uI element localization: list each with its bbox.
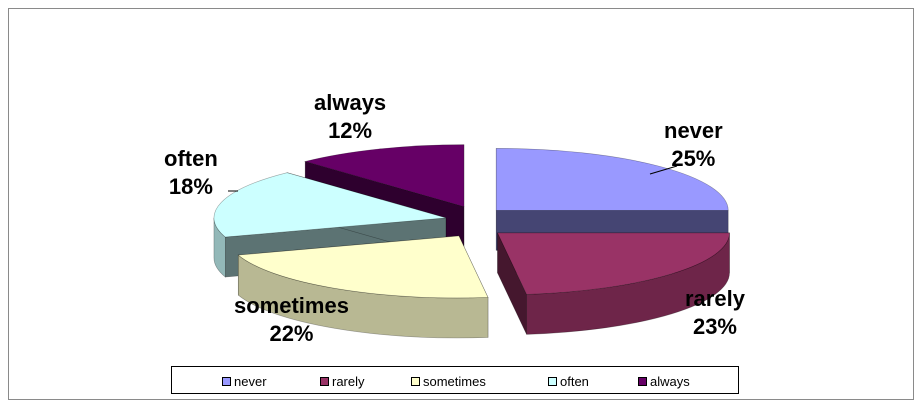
label-sometimes-name: sometimes [234,293,349,318]
legend-swatch-always [638,377,647,386]
legend-swatch-often [548,377,557,386]
leader-line-never [649,165,678,175]
legend-label-always: always [650,374,690,389]
label-often-value: 18% [168,174,213,199]
pie-slice-sometimes [237,235,489,339]
label-rarely-name: rarely [685,286,745,311]
pie-chart [213,144,730,339]
pie-slice-often-edge-0 [213,217,226,278]
legend-label-rarely: rarely [332,374,365,389]
legend-item-never: never [222,374,267,389]
pie-slice-never-top [495,148,729,211]
pie-slice-always-top [303,144,465,208]
label-always-value: 12% [328,118,373,143]
legend-label-often: often [560,374,589,389]
label-never: never 25% [664,117,723,173]
label-never-name: never [664,118,723,143]
label-always-name: always [314,90,387,115]
label-sometimes: sometimes 22% [234,292,349,348]
legend-item-always: always [638,374,690,389]
label-always: always 12% [314,89,386,145]
pie-slice-rarely-top [497,232,730,295]
pie-slice-rarely [497,232,730,335]
label-often: often 18% [164,145,218,201]
legend-item-often: often [548,374,589,389]
legend-label-never: never [234,374,267,389]
legend-swatch-never [222,377,231,386]
legend-item-sometimes: sometimes [411,374,486,389]
pie-slice-often-top [213,172,447,238]
label-often-name: often [164,146,218,171]
label-rarely: rarely 23% [685,285,745,341]
legend-label-sometimes: sometimes [423,374,486,389]
label-never-value: 25% [671,146,716,171]
chart-area: never 25% rarely 23% sometimes 22% often… [8,8,914,400]
label-sometimes-value: 22% [269,321,314,346]
pie-slice-sometimes-top [237,235,489,299]
legend-swatch-rarely [320,377,329,386]
legend-item-rarely: rarely [320,374,365,389]
label-rarely-value: 23% [692,314,737,339]
legend-swatch-sometimes [411,377,420,386]
chart-legend: never rarely sometimes often always [171,366,739,394]
